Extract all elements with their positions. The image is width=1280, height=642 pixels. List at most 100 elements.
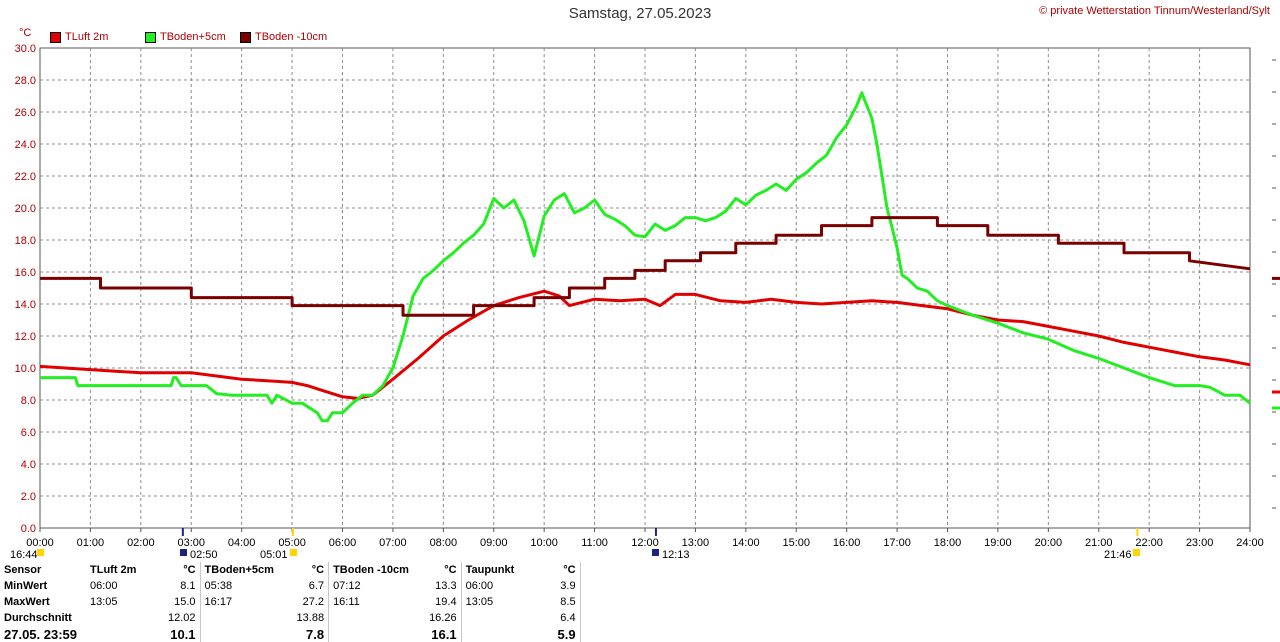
x-tick-label: 11:00 xyxy=(581,537,608,549)
tluft-line xyxy=(39,289,1251,400)
stats-cell: 16:11 xyxy=(333,596,360,608)
stats-cell: 27.2 xyxy=(292,594,330,610)
stats-cell: 06:00 xyxy=(90,580,118,592)
stats-cell: 16.1 xyxy=(425,626,462,642)
stats-table: Sensor TLuft 2m °C TBoden+5cm °C TBoden … xyxy=(0,562,581,642)
stats-header: °C xyxy=(425,562,462,578)
x-tick-label: 10:00 xyxy=(530,537,558,549)
x-tick-label: 15:00 xyxy=(782,537,810,549)
stats-cell: 8.5 xyxy=(549,594,581,610)
stats-row-label: MinWert xyxy=(4,580,48,592)
x-tick-label: 08:00 xyxy=(430,537,458,549)
y-tick-label: 10.0 xyxy=(15,363,36,375)
stats-row-label: MaxWert xyxy=(4,596,50,608)
stats-cell: 6.4 xyxy=(549,610,581,626)
legend-tboden10: TBoden -10cm xyxy=(240,31,327,43)
x-tick-label: 23:00 xyxy=(1186,537,1214,549)
y-tick-label: 28.0 xyxy=(15,75,36,87)
y-tick-label: 30.0 xyxy=(15,43,36,55)
stats-header-row: Sensor TLuft 2m °C TBoden+5cm °C TBoden … xyxy=(0,562,581,578)
x-tick-label: 14:00 xyxy=(732,537,760,549)
moonset-icon xyxy=(290,549,297,556)
x-tick-label: 09:00 xyxy=(480,537,508,549)
noon-icon xyxy=(652,549,659,556)
x-tick-label: 24:00 xyxy=(1236,537,1264,549)
tboden10-line xyxy=(40,216,1251,317)
x-tick-label: 06:00 xyxy=(329,537,357,549)
stats-cell: 13:05 xyxy=(90,596,118,608)
sunset-icon xyxy=(1133,549,1140,556)
stats-cell xyxy=(329,626,426,642)
y-tick-label: 20.0 xyxy=(15,203,36,215)
y-tick-label: 18.0 xyxy=(15,235,36,247)
x-tick-label: 16:00 xyxy=(833,537,861,549)
stats-cell xyxy=(329,610,426,626)
stats-cell: 12.02 xyxy=(164,610,201,626)
stats-cell: 13:05 xyxy=(465,596,494,608)
stats-cell: 5.9 xyxy=(549,626,581,642)
stats-header: TBoden -10cm xyxy=(333,564,409,576)
temperature-chart: 0.0 2.0 4.0 6.0 8.0 10.0 12.0 14.0 16.0 18.0 20.0 2… xyxy=(10,43,1280,561)
stats-cell: 6.7 xyxy=(292,578,330,594)
copyright-text: © private Wetterstation Tinnum/Westerlan… xyxy=(1039,5,1270,17)
y-tick-label: 16.0 xyxy=(15,267,36,279)
x-tick-label: 18:00 xyxy=(934,537,962,549)
legend-tluft: TLuft 2m xyxy=(50,31,108,43)
y-tick-label: 14.0 xyxy=(15,299,36,311)
legend-swatch-tboden5 xyxy=(145,31,156,43)
x-tick-label: 04:00 xyxy=(228,537,256,549)
stats-header: °C xyxy=(164,562,201,578)
sun-icon xyxy=(37,549,44,556)
sunset-time-label: 21:46 xyxy=(1104,549,1132,561)
y-unit-label: °C xyxy=(19,27,32,39)
legend-tboden5: TBoden+5cm xyxy=(145,31,226,43)
stats-cell: 10.1 xyxy=(164,626,201,642)
x-tick-label: 20:00 xyxy=(1035,537,1063,549)
y-tick-label: 4.0 xyxy=(21,459,36,471)
x-tick-label: 19:00 xyxy=(984,537,1012,549)
x-tick-label: 22:00 xyxy=(1135,537,1163,549)
stats-row-min: MinWert 06:00 8.1 05:38 6.7 07:12 13.3 0… xyxy=(0,578,581,594)
x-tick-label: 01:00 xyxy=(77,537,105,549)
stats-header: TBoden+5cm xyxy=(204,564,274,576)
x-tick-label: 00:00 xyxy=(26,537,54,549)
stats-cell: 16:17 xyxy=(204,596,233,608)
legend-label-tluft: TLuft 2m xyxy=(65,31,109,43)
legend-swatch-tluft xyxy=(50,31,61,43)
y-tick-label: 0.0 xyxy=(21,523,36,535)
x-tick-label: 13:00 xyxy=(682,537,710,549)
stats-header: Sensor xyxy=(4,564,42,576)
moonset-time-label: 05:01 xyxy=(260,549,288,561)
legend-swatch-tboden10 xyxy=(240,31,251,43)
x-tick-label: 02:00 xyxy=(127,537,155,549)
stats-cell: 7.8 xyxy=(292,626,330,642)
stats-cell xyxy=(200,610,293,626)
stats-header: °C xyxy=(292,562,330,578)
stats-cell xyxy=(461,626,550,642)
x-tick-label: 05:00 xyxy=(278,537,306,549)
legend-label-tboden5: TBoden+5cm xyxy=(160,31,226,43)
stats-cell: 06:00 xyxy=(465,580,494,592)
y-tick-label: 2.0 xyxy=(21,491,36,503)
x-tick-label: 12:00 xyxy=(631,537,659,549)
x-tick-label: 17:00 xyxy=(883,537,911,549)
stats-cell: 13.88 xyxy=(292,610,330,626)
y-tick-label: 22.0 xyxy=(15,171,36,183)
x-tick-label: 03:00 xyxy=(177,537,205,549)
stats-cell: 3.9 xyxy=(549,578,581,594)
stats-row-max: MaxWert 13:05 15.0 16:17 27.2 16:11 19.4… xyxy=(0,594,581,610)
sunrise-icon xyxy=(180,549,187,556)
x-tick-label: 21:00 xyxy=(1085,537,1113,549)
stats-cell: 13.3 xyxy=(425,578,462,594)
stats-header: TLuft 2m xyxy=(90,564,137,576)
legend-label-tboden10: TBoden -10cm xyxy=(255,31,328,43)
y-tick-label: 6.0 xyxy=(21,427,36,439)
stats-row-label: Durchschnitt xyxy=(4,612,72,624)
sunrise-time-label: 02:50 xyxy=(190,549,218,561)
page-title: Samstag, 27.05.2023 xyxy=(568,5,712,22)
stats-cell: 15.0 xyxy=(164,594,201,610)
stats-cell xyxy=(461,610,550,626)
noon-time-label: 12:13 xyxy=(662,549,690,561)
y-tick-label: 8.0 xyxy=(21,395,36,407)
y-tick-label: 24.0 xyxy=(15,139,36,151)
